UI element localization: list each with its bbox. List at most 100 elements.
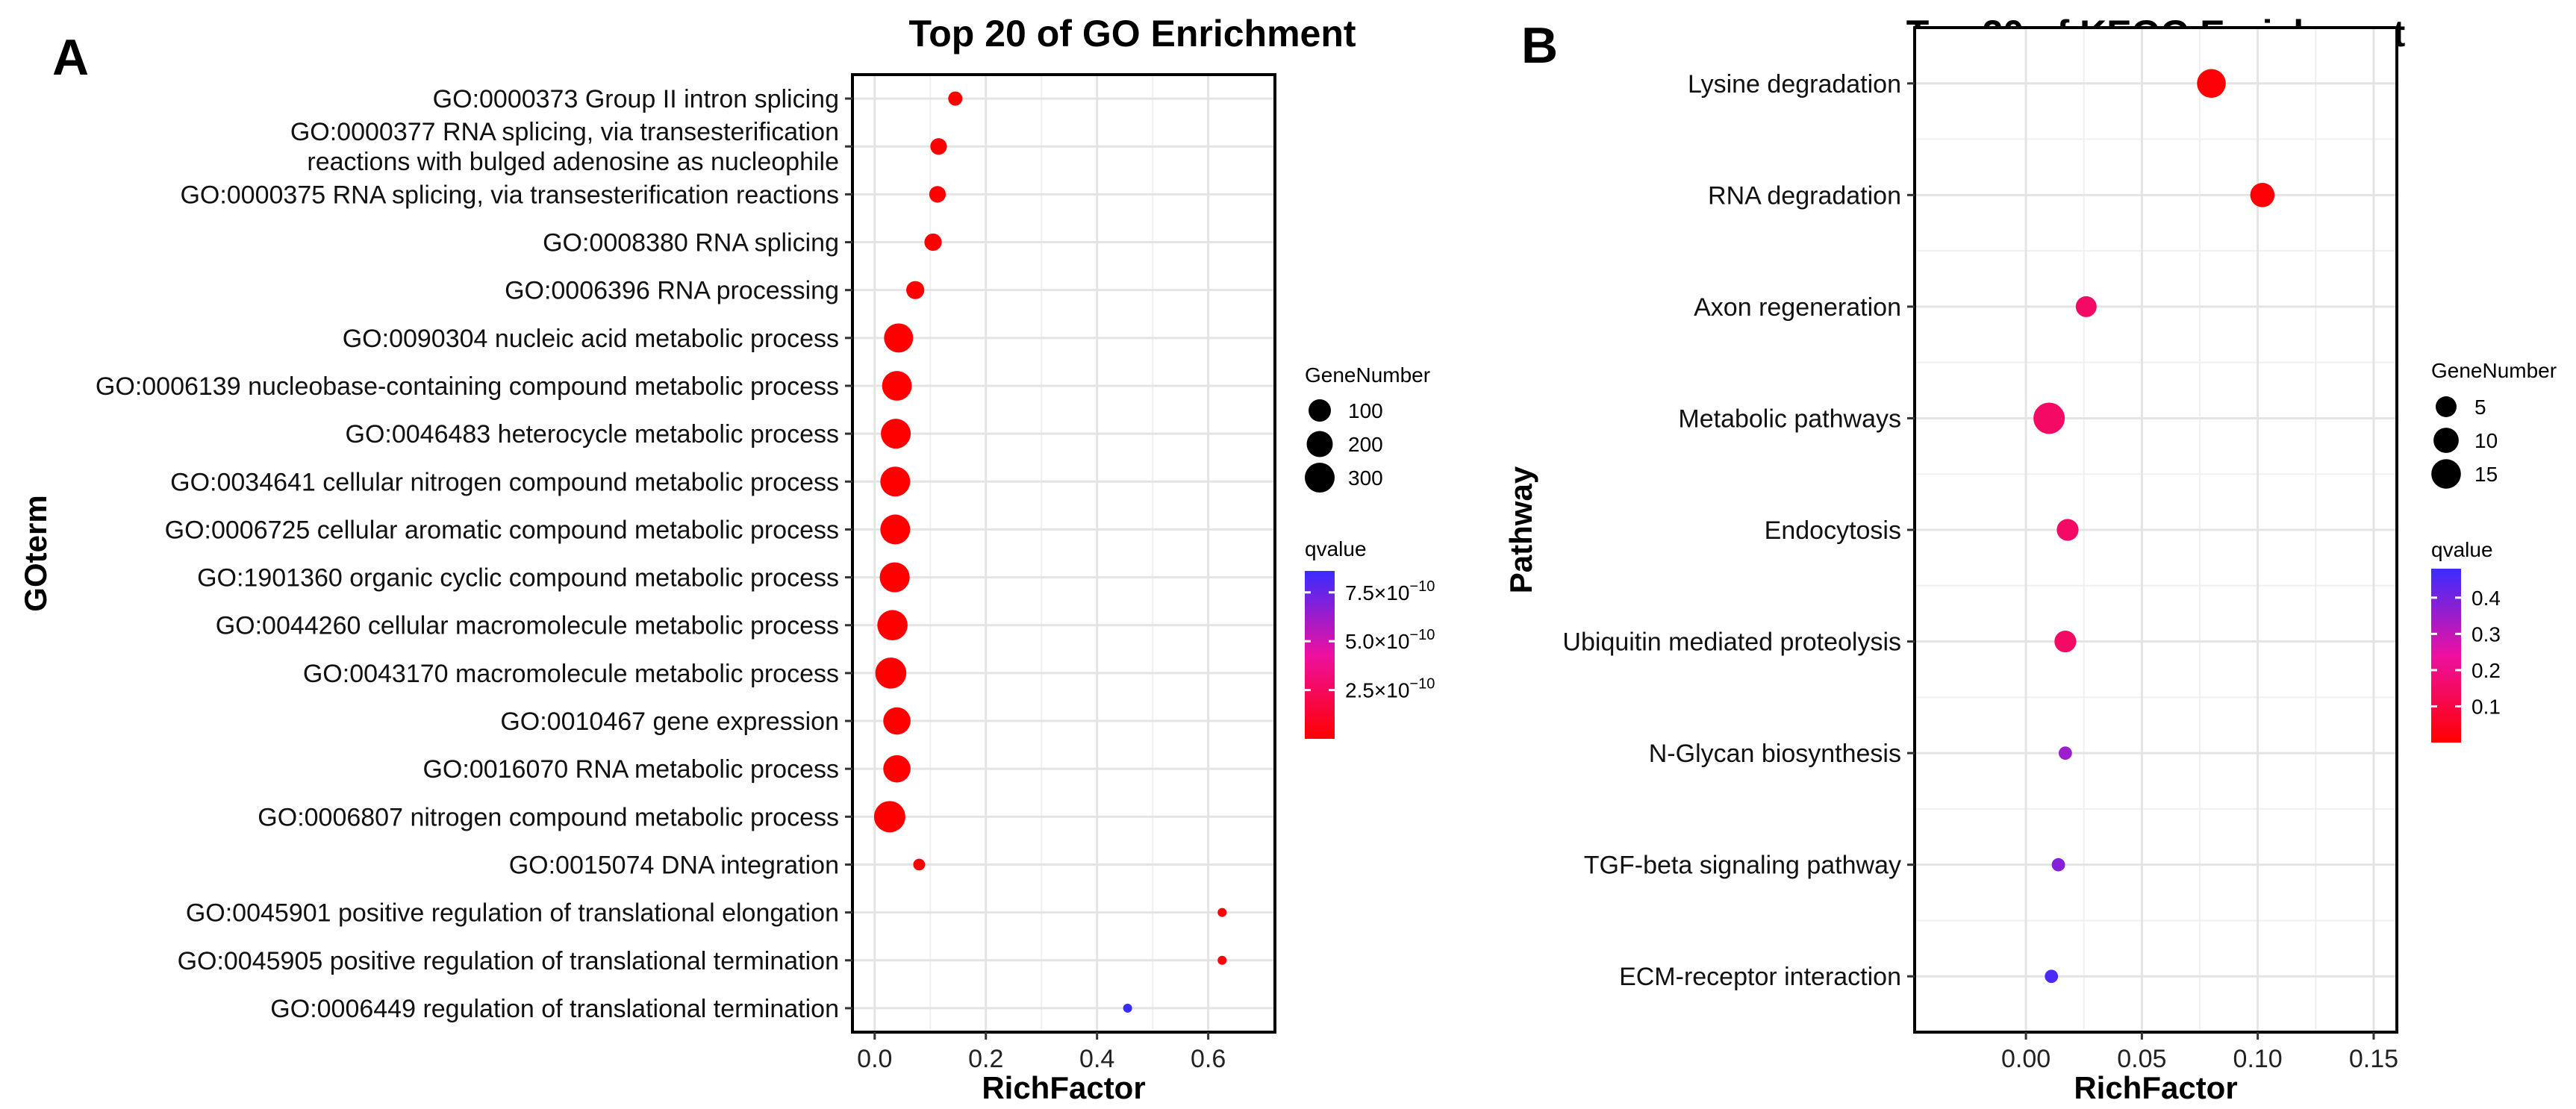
go-category-label: GO:1901360 organic cyclic compound metab… [197, 564, 839, 593]
go-y-axis-label: GOterm [18, 495, 53, 611]
kegg-category-label: Endocytosis [1765, 516, 1901, 545]
kegg-size-legend-key [2431, 459, 2461, 489]
go-point [880, 514, 911, 545]
go-x-tick-label: 0.6 [1191, 1045, 1226, 1073]
kegg-category-label: ECM-receptor interaction [1619, 963, 1901, 991]
go-point [884, 323, 914, 353]
go-size-legend-key [1306, 431, 1333, 457]
go-category-label: GO:0006725 cellular aromatic compound me… [165, 516, 839, 544]
go-color-legend-title: qvalue [1305, 537, 1367, 560]
go-category-label: GO:0045901 positive regulation of transl… [186, 899, 839, 928]
go-x-tick-label: 0.4 [1079, 1045, 1114, 1073]
kegg-point [2054, 630, 2077, 653]
kegg-y-axis-label: Pathway [1503, 466, 1538, 593]
kegg-x-axis-label: RichFactor [2074, 1070, 2237, 1105]
go-category-label: GO:0008380 RNA splicing [543, 229, 839, 257]
go-point [929, 186, 946, 203]
go-size-legend-title: GeneNumber [1305, 363, 1430, 387]
go-x-tick-label: 0.2 [968, 1045, 1003, 1073]
kegg-category-label: Lysine degradation [1688, 70, 1901, 99]
go-category-label: GO:0010467 gene expression [500, 707, 839, 736]
go-category-label: reactions with bulged adenosine as nucle… [307, 148, 839, 176]
kegg-colorbar-label: 0.2 [2471, 659, 2501, 682]
go-category-label: GO:0090304 nucleic acid metabolic proces… [343, 325, 839, 353]
go-point [875, 657, 907, 689]
go-point [883, 707, 911, 735]
go-category-label: GO:0015074 DNA integration [509, 851, 839, 879]
go-colorbar [1305, 571, 1335, 739]
panel-a-letter: A [52, 29, 89, 86]
go-chart-title: Top 20 of GO Enrichment [908, 13, 1356, 54]
go-category-label: GO:0006396 RNA processing [505, 277, 839, 305]
go-category-label: GO:0000373 Group II intron splicing [433, 85, 839, 113]
kegg-colorbar [2431, 569, 2461, 743]
go-colorbar-label: 5.0×10−10 [1345, 627, 1435, 653]
kegg-color-legend-title: qvalue [2431, 538, 2493, 561]
kegg-category-label: RNA degradation [1708, 181, 1901, 210]
kegg-point [2250, 183, 2275, 207]
go-category-label: GO:0006807 nitrogen compound metabolic p… [258, 803, 839, 831]
panel-b-letter: B [1521, 17, 1558, 74]
go-category-label: GO:0043170 macromolecule metabolic proce… [303, 660, 839, 688]
go-colorbar-label: 7.5×10−10 [1345, 578, 1435, 605]
go-size-legend-key [1305, 463, 1335, 493]
go-point [881, 419, 911, 449]
go-category-label: GO:0034641 cellular nitrogen compound me… [170, 468, 839, 496]
go-point [879, 562, 910, 593]
go-plot-border [851, 73, 1276, 1034]
go-size-legend-label: 200 [1348, 433, 1383, 456]
kegg-category-label: Ubiquitin mediated proteolysis [1562, 628, 1901, 657]
kegg-point [2075, 296, 2097, 317]
kegg-point [2045, 969, 2059, 984]
kegg-size-legend-label: 5 [2474, 396, 2486, 419]
go-point [883, 755, 911, 783]
kegg-point [2056, 519, 2079, 541]
go-point [1123, 1003, 1132, 1013]
go-x-axis-label: RichFactor [982, 1070, 1145, 1105]
kegg-x-tick-label: 0.10 [2233, 1045, 2283, 1073]
go-size-legend-label: 100 [1348, 399, 1383, 422]
kegg-size-legend-label: 15 [2474, 463, 2498, 486]
kegg-size-legend-key [2433, 428, 2459, 453]
kegg-size-legend-label: 10 [2474, 429, 2498, 452]
go-point [1217, 907, 1227, 917]
go-category-label: GO:0016070 RNA metabolic process [422, 755, 839, 784]
kegg-x-tick-label: 0.15 [2349, 1045, 2398, 1073]
kegg-category-label: Axon regeneration [1694, 293, 1901, 322]
go-point [930, 138, 947, 155]
kegg-point [2051, 857, 2065, 872]
go-point [1217, 955, 1227, 965]
go-point [880, 466, 911, 497]
kegg-category-label: N-Glycan biosynthesis [1649, 740, 1901, 768]
go-category-label: GO:0045905 positive regulation of transl… [178, 947, 839, 975]
go-size-legend-key [1309, 399, 1331, 422]
go-size-legend-label: 300 [1348, 466, 1383, 490]
kegg-point [2197, 69, 2226, 99]
kegg-enrichment-chart: Top 20 of KEGG EnrichmentLysine degradat… [1503, 13, 2557, 1105]
go-point [924, 233, 942, 252]
go-point [906, 281, 925, 299]
kegg-point [2033, 402, 2065, 434]
go-point [913, 858, 926, 871]
go-plot-background [852, 75, 1275, 1032]
kegg-category-label: Metabolic pathways [1678, 404, 1901, 433]
go-category-label: GO:0000377 RNA splicing, via transesteri… [290, 118, 839, 146]
go-x-tick-label: 0.0 [857, 1045, 892, 1073]
kegg-colorbar-label: 0.4 [2471, 587, 2501, 610]
go-category-label: GO:0006139 nucleobase-containing compoun… [96, 372, 839, 401]
kegg-size-legend-title: GeneNumber [2431, 359, 2557, 382]
go-category-label: GO:0000375 RNA splicing, via transesteri… [180, 181, 839, 209]
go-point [948, 91, 963, 106]
kegg-point [2058, 746, 2072, 760]
go-enrichment-chart: Top 20 of GO Enrichment GO:0000373 Group … [18, 13, 1435, 1105]
go-point [882, 371, 912, 401]
go-point [877, 610, 908, 641]
kegg-x-tick-label: 0.05 [2117, 1045, 2166, 1073]
kegg-colorbar-label: 0.3 [2471, 622, 2501, 646]
go-category-label: GO:0044260 cellular macromolecule metabo… [216, 612, 839, 640]
kegg-x-tick-label: 0.00 [2001, 1045, 2050, 1073]
go-point [873, 801, 905, 833]
kegg-colorbar-label: 0.1 [2471, 695, 2501, 718]
kegg-size-legend-key [2436, 396, 2457, 417]
